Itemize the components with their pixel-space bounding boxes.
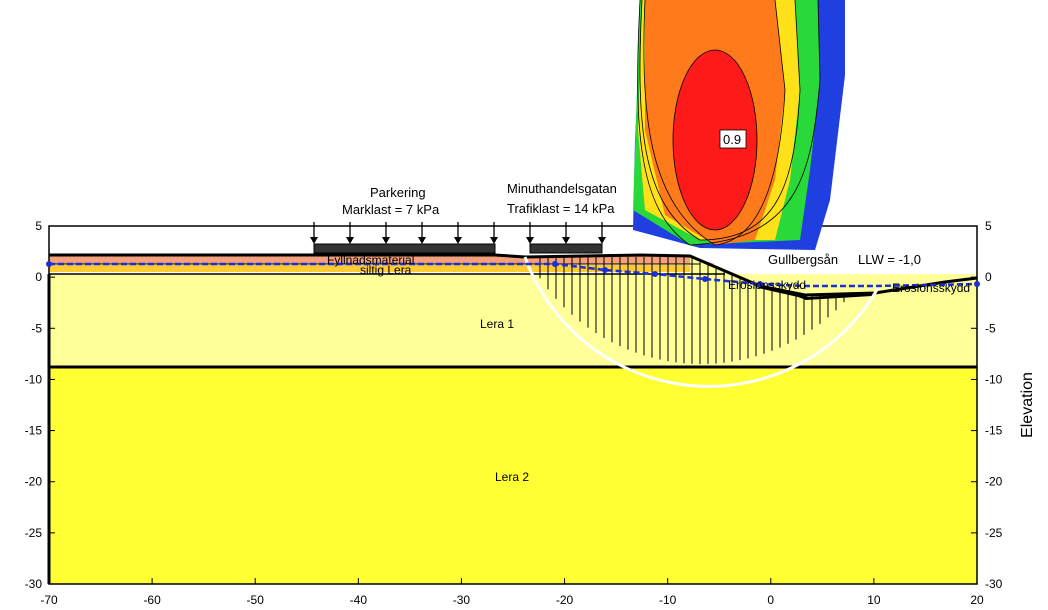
slip-arc [523, 256, 880, 388]
y-axis-right: 5 0 -5 -10 -15 -20 -25 -30 [971, 219, 1003, 591]
water-table-points [46, 261, 980, 287]
annotations: Parkering Marklast = 7 kPa Minuthandelsg… [327, 181, 970, 484]
clay2-label: Lera 2 [495, 470, 529, 484]
wt-point [46, 261, 52, 267]
x-tick-label: -40 [350, 593, 368, 607]
x-tick-label: -60 [143, 593, 161, 607]
load-arrow-head [562, 237, 570, 244]
y-tick-label: -15 [985, 424, 1003, 438]
street-load: Trafiklast = 14 kPa [507, 201, 615, 216]
y-axis-label: Elevation [1019, 372, 1036, 438]
y-tick-label: -10 [25, 372, 43, 386]
load-arrow-head [490, 237, 498, 244]
water-table [46, 261, 980, 288]
load-arrow-head [346, 237, 354, 244]
x-tick-label: 10 [867, 593, 881, 607]
wt-point [552, 261, 558, 267]
wt-point [974, 281, 980, 287]
llw-label: LLW = -1,0 [858, 252, 921, 267]
load-arrow-head [598, 237, 606, 244]
street-title: Minuthandelsgatan [507, 181, 617, 196]
wt-point [652, 271, 658, 277]
load-street [526, 222, 606, 254]
y-tick-label: -15 [25, 424, 43, 438]
parkering-load: Marklast = 7 kPa [342, 202, 440, 217]
silty-clay-label: siltig Lera [360, 263, 412, 277]
soil-layers [49, 255, 977, 584]
y-tick-label: 0 [35, 270, 42, 284]
x-tick-label: -50 [247, 593, 265, 607]
y-tick-label: -5 [985, 321, 996, 335]
clay2-layer [49, 367, 977, 584]
parkering-title: Parkering [370, 185, 426, 200]
water-table-line [49, 262, 978, 288]
x-axis: -70 -60 -50 -40 -30 -20 -10 0 10 20 [40, 578, 984, 607]
y-tick-label: -25 [985, 526, 1003, 540]
y-tick-label: -20 [25, 475, 43, 489]
erosion-label-left: Erosionsskydd [728, 278, 806, 292]
contour-lines [637, 0, 821, 246]
clay1-label: Lera 1 [480, 317, 514, 331]
x-tick-label: -30 [453, 593, 471, 607]
fos-contour-plot: 0.9 [633, 0, 845, 250]
x-tick-label: 0 [767, 593, 774, 607]
fs-label: 0.9 [723, 132, 741, 147]
y-tick-label: -30 [985, 577, 1003, 591]
fill-label: Fyllnadsmaterial [327, 253, 414, 267]
erosion-label-right: Erosionsskydd [892, 281, 970, 295]
load-arrow-head [310, 237, 318, 244]
x-tick-label: -70 [40, 593, 58, 607]
wt-point [702, 276, 708, 282]
x-tick-label: 20 [970, 593, 984, 607]
ground-surface-line [49, 253, 978, 297]
contour-red [673, 50, 757, 230]
load-arrow-head [526, 237, 534, 244]
y-tick-label: -10 [985, 372, 1003, 386]
parking-fill-hatch [313, 243, 496, 254]
x-tick-label: -10 [659, 593, 677, 607]
y-tick-label: 0 [985, 270, 992, 284]
slip-surface [523, 256, 880, 388]
y-tick-label: 5 [985, 219, 992, 233]
y-tick-label: 5 [35, 219, 42, 233]
y-tick-label: -5 [31, 321, 42, 335]
load-arrow-head [418, 237, 426, 244]
y-tick-label: -25 [25, 526, 43, 540]
y-axis-left: 5 0 -5 -10 -15 -20 -25 -30 [25, 219, 55, 591]
load-arrow-head [382, 237, 390, 244]
x-tick-label: -20 [556, 593, 574, 607]
fs-label-box [719, 129, 747, 149]
river-label: Gullbergsån [768, 252, 838, 267]
y-tick-label: -20 [985, 475, 1003, 489]
y-tick-label: -30 [25, 577, 43, 591]
wt-point [602, 267, 608, 273]
wt-point [757, 281, 763, 287]
load-parkering [310, 222, 498, 254]
parking-arrows [310, 222, 498, 244]
street-fill-hatch [529, 243, 603, 254]
load-arrow-head [454, 237, 462, 244]
street-arrows [526, 222, 606, 244]
slip-slices [539, 256, 845, 364]
